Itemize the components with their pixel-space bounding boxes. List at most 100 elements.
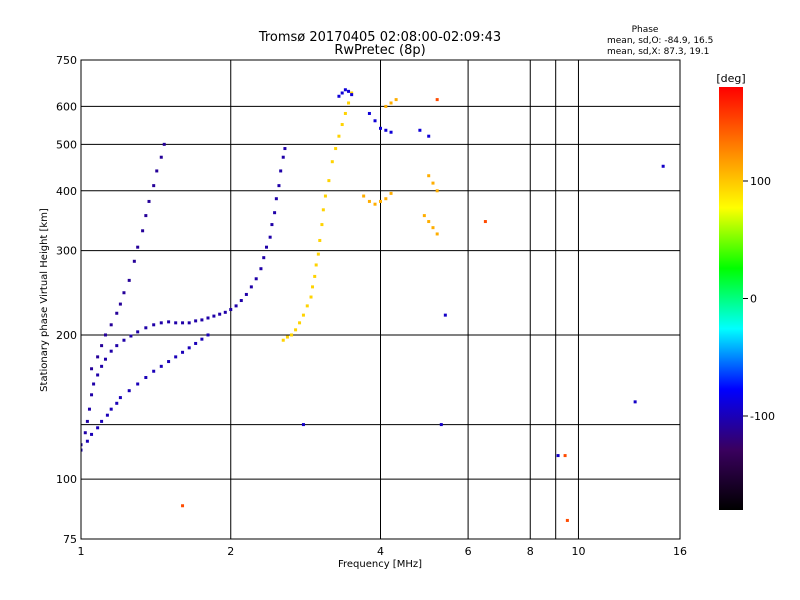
echo-point: [373, 119, 377, 123]
echo-point: [132, 259, 136, 263]
echo-point: [100, 364, 104, 368]
echo-point: [87, 407, 91, 411]
echo-point: [343, 111, 347, 115]
echo-point: [162, 142, 166, 146]
echo-point: [274, 197, 278, 201]
echo-point: [85, 419, 89, 423]
echo-point: [320, 223, 324, 227]
echo-point: [259, 267, 263, 271]
echo-point: [200, 337, 204, 341]
echo-point: [167, 320, 171, 324]
x-tick-label: 10: [571, 545, 585, 558]
echo-point: [265, 245, 269, 249]
echo-point: [103, 357, 107, 361]
echo-point: [152, 184, 156, 188]
echo-point: [92, 382, 96, 386]
echo-point: [90, 393, 94, 397]
echo-point: [294, 328, 298, 332]
echo-point: [443, 313, 447, 317]
echo-point: [194, 319, 198, 323]
echo-point: [90, 432, 94, 436]
echo-point: [281, 155, 285, 159]
echo-point: [367, 111, 371, 115]
echo-point: [279, 169, 283, 173]
echo-point: [321, 208, 325, 212]
echo-point: [340, 123, 344, 127]
echo-point: [223, 310, 227, 314]
echo-point: [159, 364, 163, 368]
y-axis-ticks: 75 100 200 300 400 500 600 750: [56, 54, 77, 546]
echo-point: [290, 333, 294, 337]
echo-point: [115, 344, 119, 348]
echo-point: [144, 214, 148, 218]
echo-point: [181, 504, 185, 508]
echo-point: [90, 367, 94, 371]
echo-point: [661, 164, 665, 168]
echo-point: [167, 360, 171, 364]
echo-point: [379, 126, 382, 130]
echo-point: [334, 147, 338, 151]
echo-point: [389, 191, 393, 195]
echo-point: [347, 101, 351, 105]
echo-point: [181, 350, 185, 354]
echo-point: [254, 277, 258, 281]
echo-point: [337, 94, 341, 98]
plot-frame: [80, 59, 681, 540]
echo-point: [384, 128, 388, 132]
echo-point: [311, 285, 315, 289]
echo-point: [305, 304, 309, 308]
phase-line-x: mean, sd,X: 87.3, 19.1: [607, 47, 709, 57]
y-axis-label: Stationary phase Virtual Height [km]: [39, 208, 50, 392]
echo-point: [122, 291, 126, 295]
echo-point: [129, 334, 133, 338]
echo-point: [565, 518, 569, 522]
echo-point: [144, 326, 148, 330]
colorbar: [719, 87, 743, 510]
echo-point: [81, 448, 83, 452]
echo-point: [206, 316, 210, 320]
y-tick-label: 750: [56, 54, 77, 67]
echo-point: [147, 199, 151, 203]
echo-point: [115, 401, 119, 405]
x-tick-label: 8: [527, 545, 534, 558]
x-tick-label: 4: [377, 545, 384, 558]
echo-point: [343, 88, 347, 92]
echo-point: [85, 439, 89, 443]
echo-points: [81, 88, 665, 522]
echo-point: [435, 232, 439, 236]
echo-point: [281, 338, 285, 342]
echo-point: [262, 256, 266, 260]
colorbar-tick-label: -100: [750, 410, 775, 423]
echo-point: [373, 202, 377, 206]
y-tick-label: 400: [56, 185, 77, 198]
echo-point: [105, 413, 109, 417]
x-axis-ticks: 1 2 4 6 8 10 16: [78, 545, 688, 558]
x-tick-label: 16: [673, 545, 687, 558]
echo-point: [309, 295, 313, 299]
echo-point: [384, 197, 388, 201]
x-tick-label: 1: [78, 545, 85, 558]
echo-point: [127, 278, 131, 282]
y-tick-label: 500: [56, 138, 77, 151]
echo-point: [268, 235, 272, 239]
echo-point: [127, 389, 131, 393]
echo-point: [330, 160, 334, 164]
echo-point: [136, 382, 140, 386]
echo-point: [109, 407, 113, 411]
echo-point: [83, 431, 87, 435]
echo-point: [422, 214, 426, 218]
echo-point: [159, 321, 163, 325]
echo-point: [298, 321, 302, 325]
echo-point: [144, 376, 148, 380]
echo-point: [316, 252, 320, 256]
echo-point: [273, 211, 277, 215]
echo-point: [155, 169, 159, 173]
y-tick-label: 200: [56, 329, 77, 342]
echo-point: [96, 355, 100, 359]
echo-point: [136, 245, 140, 249]
echo-point: [367, 199, 371, 203]
echo-point: [249, 285, 253, 289]
echo-point: [431, 181, 435, 185]
echo-point: [81, 443, 83, 447]
echo-point: [301, 313, 305, 317]
